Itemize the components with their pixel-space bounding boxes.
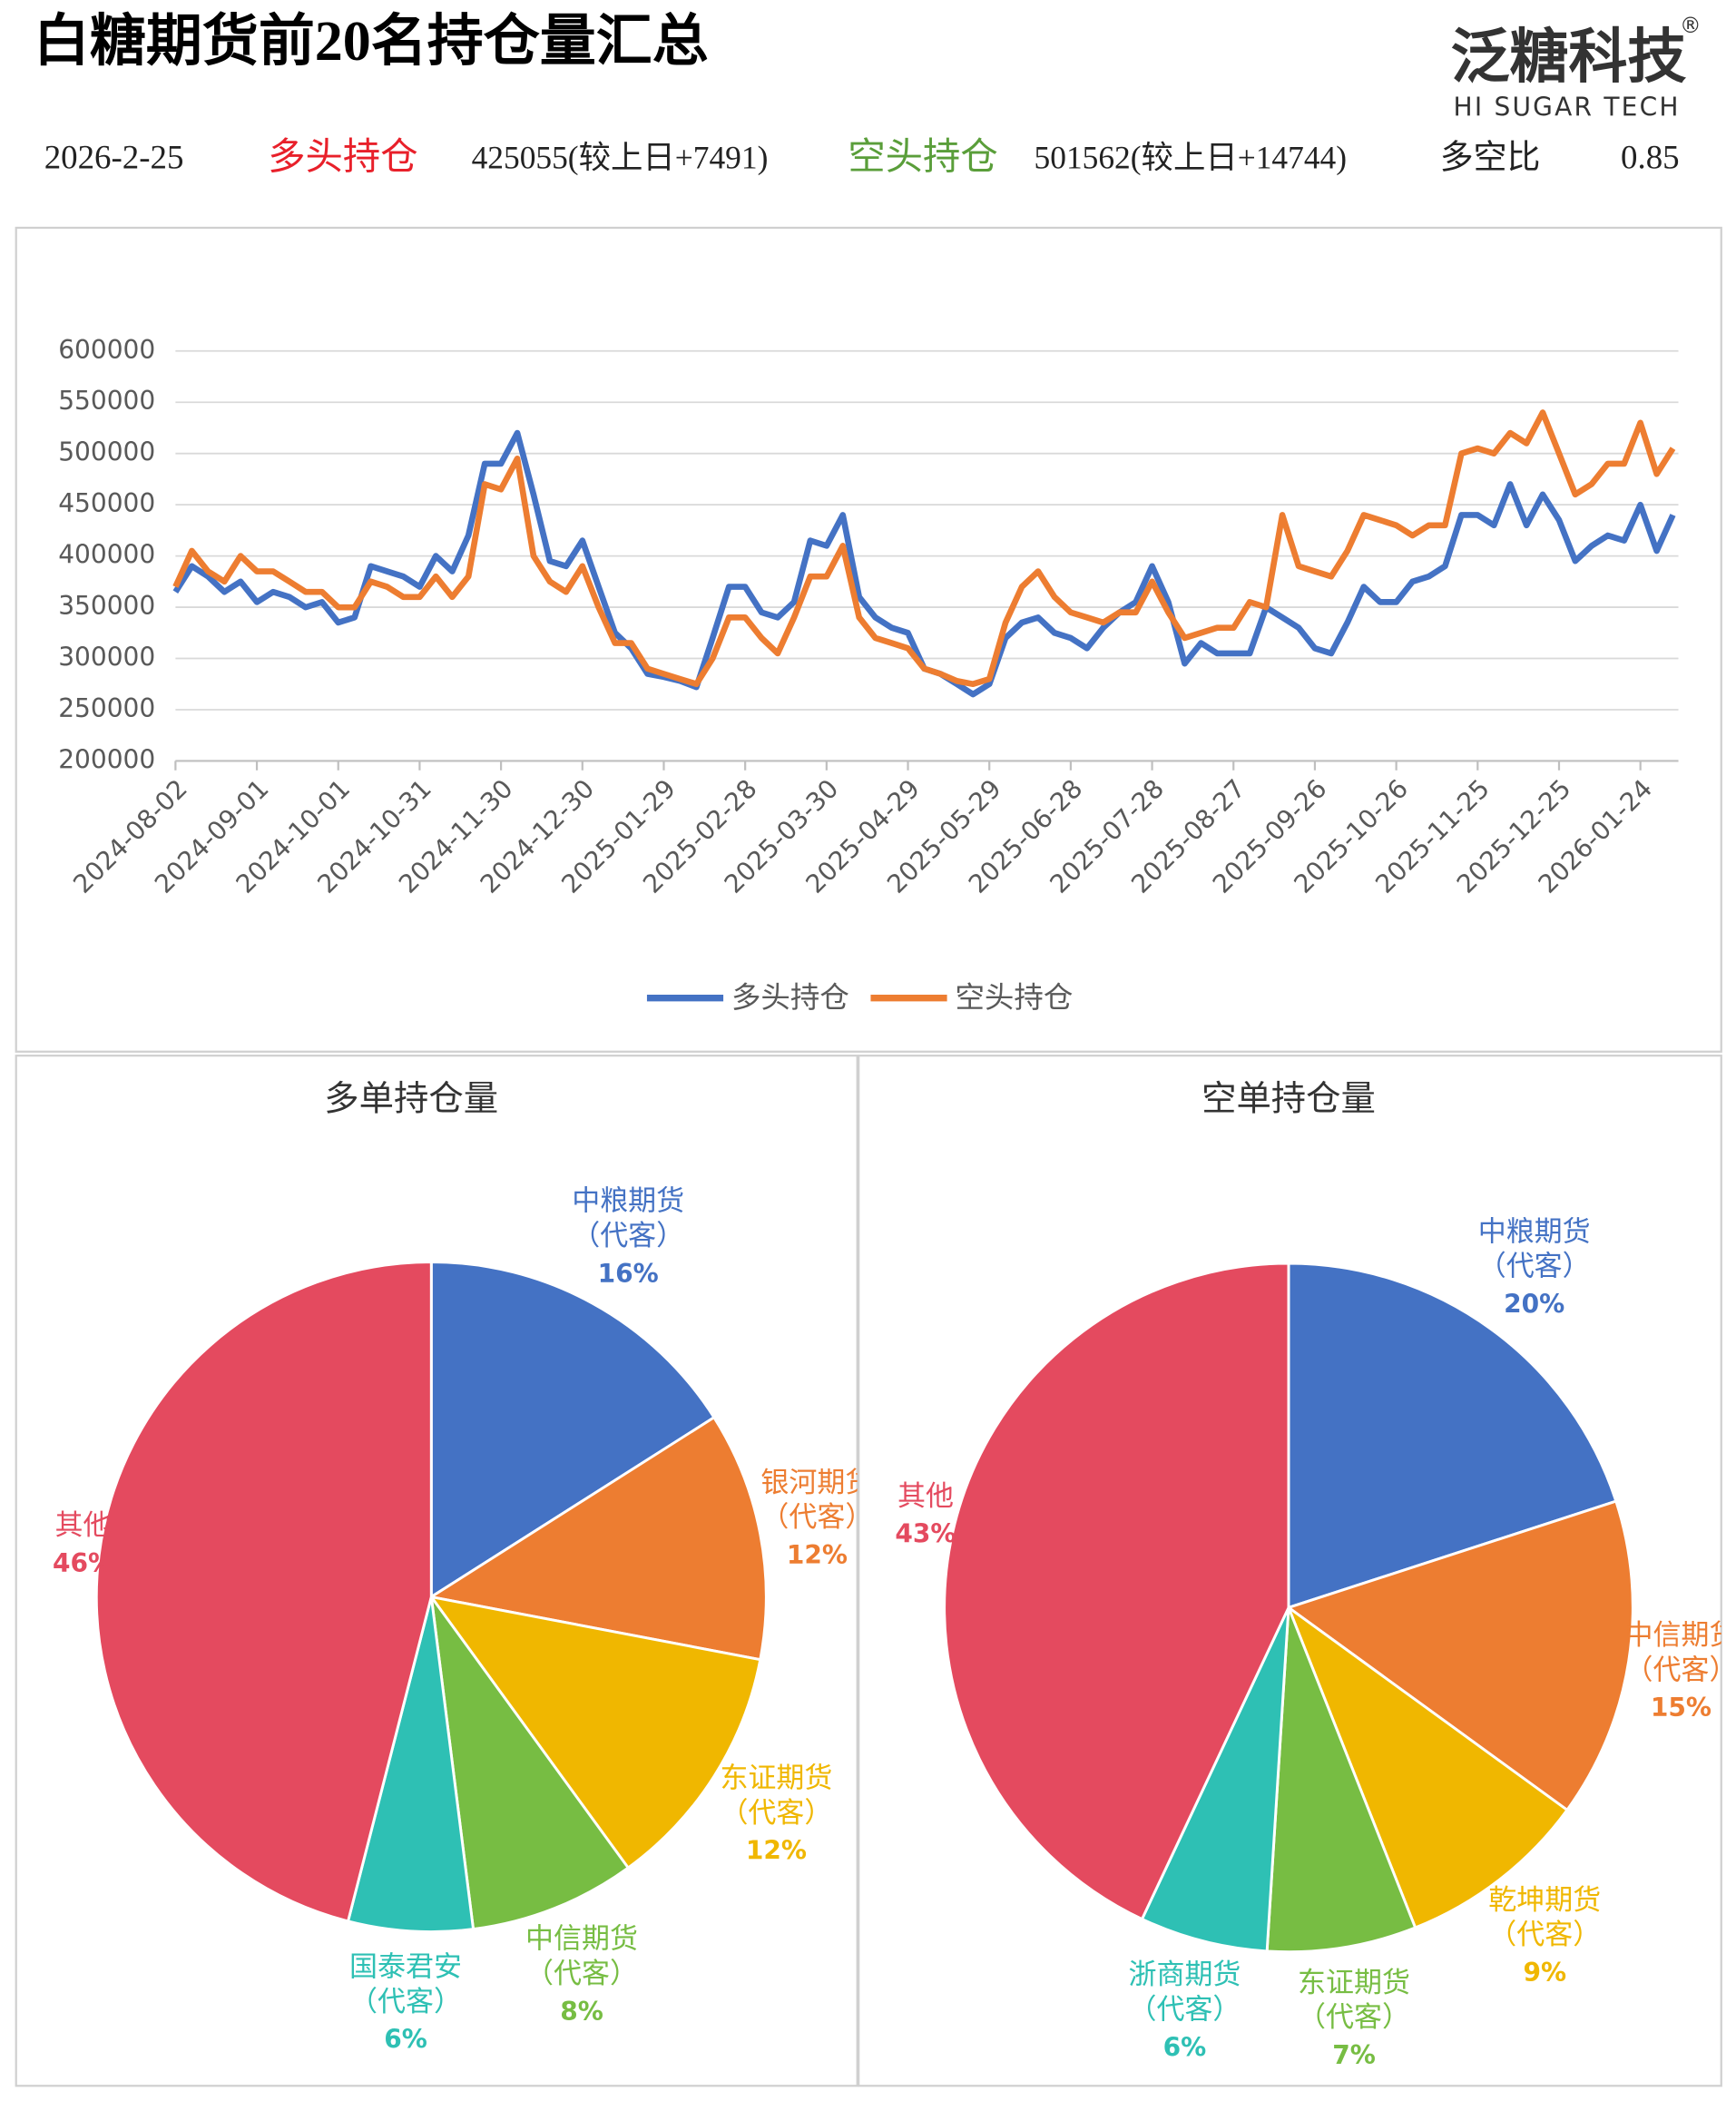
- y-tick-label: 500000: [58, 437, 155, 467]
- pie-slice: [346, 1596, 476, 1934]
- legend-label: 空头持仓: [955, 980, 1073, 1015]
- data-label: 8%: [560, 1997, 603, 2027]
- pie-slice: [427, 1415, 768, 1662]
- long-value: 425055(较上日+7491): [472, 139, 769, 175]
- pie-slice: [1285, 1604, 1569, 1929]
- data-label: 9%: [1523, 1958, 1566, 1988]
- pie-group: 中粮期货（代客） 16% 银河期货（代客） 12% 东证期货（代客） 12% 中信期货（代客…: [53, 1185, 873, 2055]
- data-label-name: 中粮期货（代客）: [1478, 1215, 1591, 1281]
- logo-subtitle: HI SUGAR TECH: [1454, 93, 1681, 123]
- data-label-name: 银河期货（代客）: [760, 1467, 873, 1533]
- data-label: 7%: [1332, 2040, 1376, 2070]
- data-label-name: 浙商期货（代客）: [1128, 1959, 1241, 2025]
- pie-slice: [1285, 1499, 1634, 1812]
- long-label: 多头持仓: [268, 136, 417, 178]
- data-label: 6%: [384, 2025, 427, 2055]
- data-label-name: 中粮期货（代客）: [572, 1185, 684, 1252]
- data-label-name: 东证期货（代客）: [1298, 1967, 1410, 2033]
- data-label-name: 其他: [897, 1480, 954, 1512]
- line-panel: [15, 226, 1722, 1053]
- pie-slice: [429, 1595, 631, 1931]
- data-label-name: 东证期货（代客）: [720, 1762, 832, 1828]
- pie-slice: [943, 1262, 1290, 1921]
- data-label: 12%: [746, 1836, 807, 1866]
- pie-slice: [1140, 1606, 1290, 1953]
- y-tick-label: 200000: [58, 744, 155, 774]
- data-label-name: 国泰君安（代客）: [349, 1951, 462, 2018]
- ratio-value: 0.85: [1621, 139, 1680, 176]
- data-label: 12%: [787, 1540, 848, 1570]
- pie-title: 多单持仓量: [324, 1080, 498, 1119]
- data-label-name: 中信期货（代客）: [525, 1923, 638, 1989]
- y-tick-label: 550000: [58, 386, 155, 416]
- pie-slice: [1287, 1262, 1618, 1610]
- line-series: [172, 429, 1676, 698]
- y-tick-label: 250000: [58, 693, 155, 723]
- pie-slice: [429, 1261, 716, 1600]
- logo: 泛糖科技: [1451, 24, 1687, 92]
- y-tick-label: 400000: [58, 540, 155, 570]
- short-pie-panel: [858, 1055, 1722, 2087]
- pie-title: 空单持仓量: [1201, 1080, 1376, 1119]
- line-series: [172, 409, 1676, 688]
- data-label: 20%: [1504, 1290, 1564, 1320]
- logo-mark: ®: [1680, 13, 1702, 38]
- data-label: 43%: [895, 1519, 956, 1549]
- data-label: 15%: [1651, 1693, 1711, 1723]
- data-label: 46%: [53, 1548, 113, 1578]
- data-label: 16%: [598, 1259, 659, 1289]
- y-tick-label: 300000: [58, 643, 155, 673]
- data-label-name: 乾坤期货（代客）: [1488, 1884, 1601, 1950]
- date: 2026-2-25: [44, 139, 184, 176]
- y-tick-label: 350000: [58, 591, 155, 621]
- pie-slice: [427, 1595, 762, 1870]
- ratio-label: 多空比: [1440, 139, 1541, 176]
- long-pie-panel: [15, 1055, 858, 2087]
- data-label: 6%: [1163, 2032, 1207, 2062]
- short-value: 501562(较上日+14744): [1035, 139, 1348, 175]
- y-tick-label: 600000: [58, 335, 155, 365]
- legend-label: 多头持仓: [731, 980, 849, 1015]
- data-label-name: 其他: [55, 1509, 112, 1541]
- page-title: 白糖期货前20名持仓量汇总: [34, 10, 709, 73]
- short-label: 空头持仓: [848, 136, 997, 178]
- data-label-name: 中信期货（代客）: [1625, 1619, 1736, 1685]
- y-tick-label: 450000: [58, 488, 155, 518]
- pie-slice: [1265, 1606, 1417, 1954]
- pie-group: 中粮期货（代客） 20% 中信期货（代客） 15% 乾坤期货（代客） 9% 东证期货（代客）…: [895, 1215, 1736, 2070]
- pie-slice: [94, 1261, 433, 1923]
